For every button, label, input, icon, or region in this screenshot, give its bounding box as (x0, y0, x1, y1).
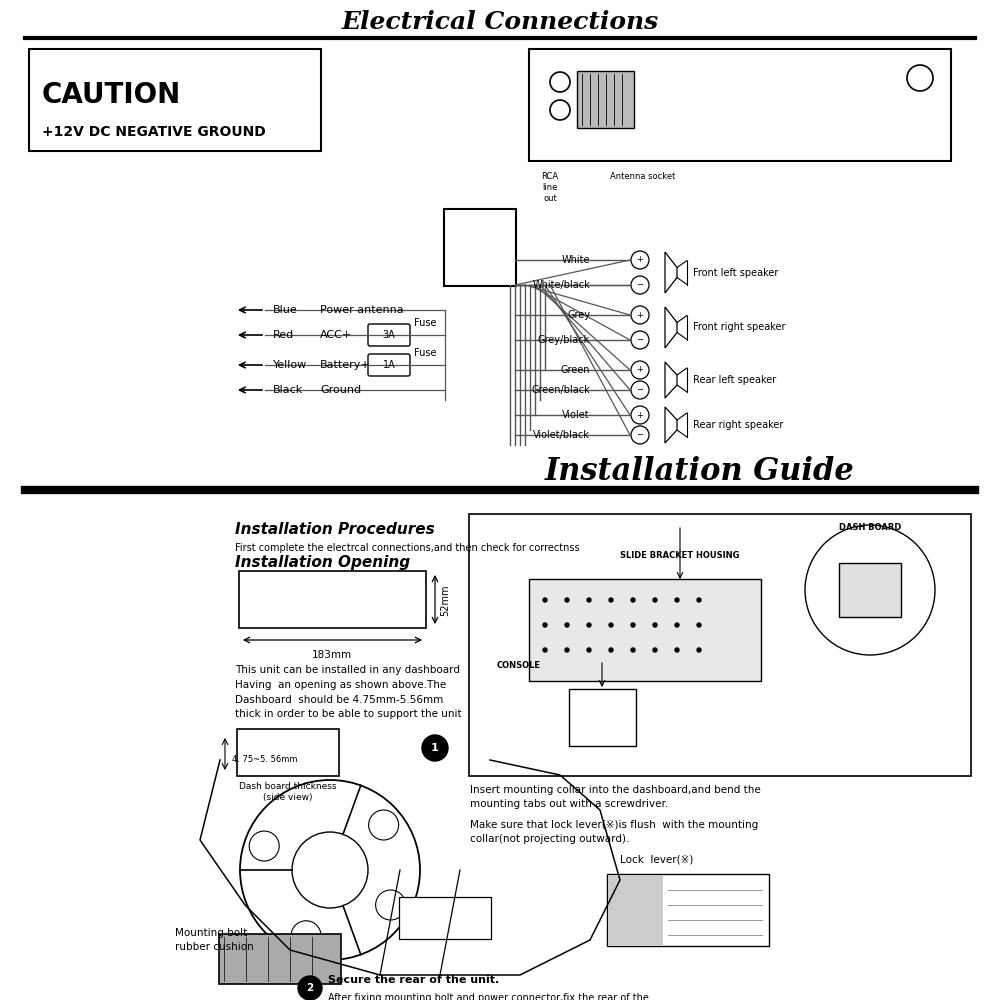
Circle shape (609, 623, 613, 627)
Text: Grey: Grey (567, 310, 590, 320)
Text: White/black: White/black (532, 280, 590, 290)
Circle shape (675, 598, 679, 602)
Circle shape (609, 598, 613, 602)
Circle shape (697, 623, 701, 627)
Text: First complete the electrcal connections,and then check for correctnss: First complete the electrcal connections… (235, 543, 580, 553)
FancyBboxPatch shape (608, 875, 663, 945)
Text: Blue: Blue (273, 305, 298, 315)
Text: Front right speaker: Front right speaker (693, 322, 786, 332)
Text: Grey/black: Grey/black (538, 335, 590, 345)
Circle shape (565, 648, 569, 652)
Text: Violet/black: Violet/black (533, 430, 590, 440)
Text: Installation Opening: Installation Opening (235, 556, 410, 570)
Text: Dash board thickness
(side view): Dash board thickness (side view) (239, 782, 337, 802)
Text: After fixing mounting bolt and power connector,fix the rear of the
unit to the c: After fixing mounting bolt and power con… (328, 993, 649, 1000)
Text: Lock  lever(※): Lock lever(※) (620, 855, 693, 865)
Text: Battery+: Battery+ (320, 360, 371, 370)
FancyBboxPatch shape (577, 71, 634, 128)
FancyBboxPatch shape (237, 729, 339, 776)
Text: 1A: 1A (383, 360, 395, 370)
FancyBboxPatch shape (239, 571, 426, 628)
Text: −: − (637, 280, 644, 290)
Text: Mounting bolt
rubber cushion: Mounting bolt rubber cushion (175, 928, 254, 952)
Text: 52mm: 52mm (440, 584, 450, 616)
FancyBboxPatch shape (399, 897, 491, 939)
Circle shape (543, 648, 547, 652)
Text: White: White (562, 255, 590, 265)
Text: This unit can be installed in any dashboard
Having  an opening as shown above.Th: This unit can be installed in any dashbo… (235, 665, 462, 719)
Text: +: + (637, 310, 643, 320)
Circle shape (653, 648, 657, 652)
Text: Black: Black (273, 385, 303, 395)
Circle shape (631, 598, 635, 602)
FancyBboxPatch shape (469, 514, 971, 776)
Circle shape (422, 735, 448, 761)
Circle shape (565, 598, 569, 602)
Text: +: + (637, 255, 643, 264)
Text: Antenna socket: Antenna socket (610, 172, 675, 181)
Circle shape (543, 623, 547, 627)
Circle shape (697, 598, 701, 602)
Circle shape (543, 598, 547, 602)
FancyBboxPatch shape (839, 563, 901, 617)
Text: Fuse: Fuse (414, 318, 436, 328)
Circle shape (653, 598, 657, 602)
FancyBboxPatch shape (569, 689, 636, 746)
Text: +: + (637, 410, 643, 420)
Circle shape (675, 623, 679, 627)
FancyBboxPatch shape (219, 934, 341, 984)
Text: ACC+: ACC+ (320, 330, 352, 340)
Circle shape (587, 598, 591, 602)
Text: 3A: 3A (383, 330, 395, 340)
FancyBboxPatch shape (444, 209, 516, 286)
Text: Front left speaker: Front left speaker (693, 267, 778, 277)
Text: Rear right speaker: Rear right speaker (693, 420, 783, 430)
Circle shape (653, 623, 657, 627)
FancyBboxPatch shape (29, 49, 321, 151)
Text: 2: 2 (306, 983, 314, 993)
Text: −: − (637, 385, 644, 394)
Text: Green: Green (560, 365, 590, 375)
Circle shape (587, 648, 591, 652)
Text: 4. 75~5. 56mm: 4. 75~5. 56mm (232, 756, 298, 764)
Text: Electrical Connections: Electrical Connections (341, 10, 659, 34)
Circle shape (298, 976, 322, 1000)
Text: Insert mounting collar into the dashboard,and bend the
mounting tabs out with a : Insert mounting collar into the dashboar… (470, 785, 761, 809)
Circle shape (565, 623, 569, 627)
FancyBboxPatch shape (368, 324, 410, 346)
Text: +: + (637, 365, 643, 374)
Circle shape (675, 648, 679, 652)
Text: SLIDE BRACKET HOUSING: SLIDE BRACKET HOUSING (620, 550, 740, 560)
Text: Yellow: Yellow (273, 360, 307, 370)
Text: Installation Guide: Installation Guide (545, 456, 855, 488)
Text: Make sure that lock lever(※)is flush  with the mounting
collar(not projecting ou: Make sure that lock lever(※)is flush wit… (470, 820, 758, 844)
Text: Green/black: Green/black (531, 385, 590, 395)
Text: Ground: Ground (320, 385, 361, 395)
Text: CAUTION: CAUTION (42, 81, 181, 109)
FancyBboxPatch shape (368, 354, 410, 376)
Text: Rear left speaker: Rear left speaker (693, 375, 776, 385)
Text: Secure the rear of the unit.: Secure the rear of the unit. (328, 975, 499, 985)
Text: Fuse: Fuse (414, 348, 436, 358)
Circle shape (631, 623, 635, 627)
Circle shape (631, 648, 635, 652)
Circle shape (609, 648, 613, 652)
Text: −: − (637, 336, 644, 344)
Text: Violet: Violet (562, 410, 590, 420)
Text: Power antenna: Power antenna (320, 305, 404, 315)
Text: RCA
line
out: RCA line out (541, 172, 559, 203)
FancyBboxPatch shape (529, 579, 761, 681)
Text: +12V DC NEGATIVE GROUND: +12V DC NEGATIVE GROUND (42, 125, 266, 139)
FancyBboxPatch shape (607, 874, 769, 946)
Circle shape (587, 623, 591, 627)
Text: Installation Procedures: Installation Procedures (235, 522, 435, 538)
Text: DASH BOARD: DASH BOARD (839, 524, 901, 532)
Text: CONSOLE: CONSOLE (497, 660, 541, 670)
Text: Red: Red (273, 330, 294, 340)
Text: −: − (637, 430, 644, 440)
Text: 1: 1 (431, 743, 439, 753)
Text: 183mm: 183mm (312, 650, 352, 660)
Circle shape (697, 648, 701, 652)
FancyBboxPatch shape (529, 49, 951, 161)
